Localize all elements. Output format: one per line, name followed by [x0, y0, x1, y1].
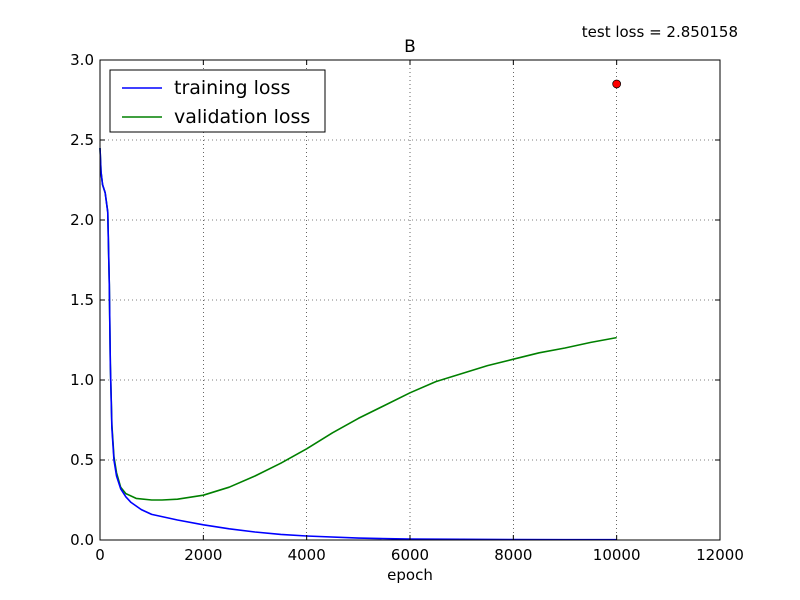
y-tick-label: 3.0 [70, 51, 94, 69]
x-tick-label: 4000 [288, 546, 326, 564]
series-layer [99, 147, 617, 541]
x-axis-label: epoch [387, 566, 433, 584]
legend: training loss validation loss [109, 69, 326, 133]
marker-layer [612, 79, 622, 89]
ticks: 0 2000 4000 6000 8000 10000 12000 0.0 0.5 1.0 1.5 2… [70, 51, 744, 564]
y-tick-label: 2.5 [70, 131, 94, 149]
y-tick-label: 0.5 [70, 451, 94, 469]
y-tick-label: 0.0 [70, 531, 94, 549]
y-tick-label: 2.0 [70, 211, 94, 229]
y-tick-label: 1.0 [70, 371, 94, 389]
grid [100, 60, 720, 540]
x-tick-label: 0 [95, 546, 105, 564]
test-loss-annotation: test loss = 2.850158 [582, 23, 738, 41]
legend-box [109, 69, 326, 133]
legend-label-validation-loss: validation loss [174, 106, 310, 128]
x-tick-label: 12000 [696, 546, 744, 564]
x-tick-label: 6000 [391, 546, 429, 564]
y-tick-label: 1.5 [70, 291, 94, 309]
series-line-training-loss [99, 147, 617, 541]
x-tick-label: 8000 [494, 546, 532, 564]
x-tick-label: 2000 [184, 546, 222, 564]
test-loss-point [612, 79, 622, 89]
series-line-validation-loss [99, 147, 617, 501]
chart-title: B [404, 37, 416, 57]
x-tick-label: 10000 [593, 546, 641, 564]
legend-label-training-loss: training loss [174, 77, 290, 99]
